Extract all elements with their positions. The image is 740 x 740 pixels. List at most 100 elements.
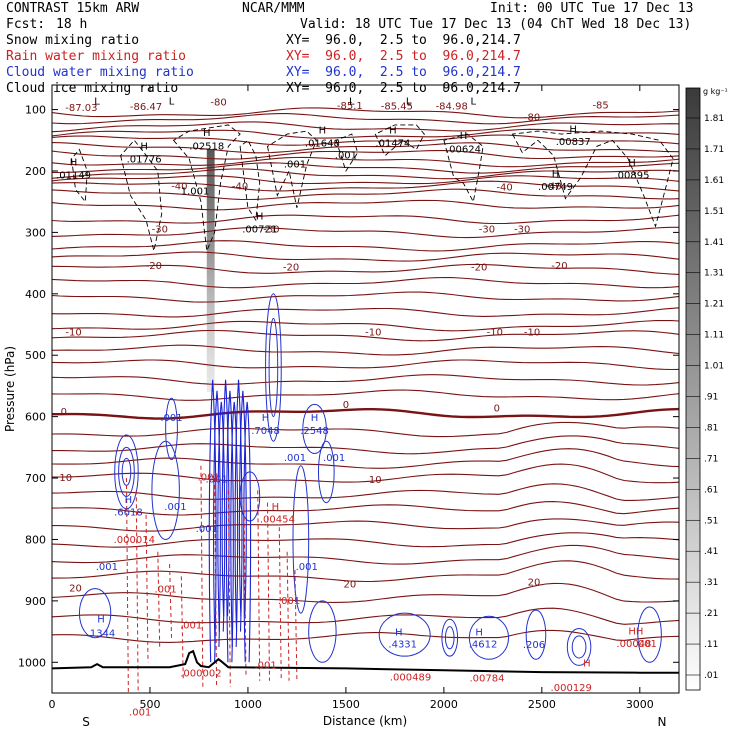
temperature-label: 0 [61,407,67,418]
snow-ice-label: L [470,97,476,108]
rain-contour [286,551,290,681]
cloud-water-contour [566,628,592,666]
temperature-label: -80 [524,113,540,124]
temperature-label: -40 [171,181,187,192]
temperature-label: 10 [369,475,382,486]
temperature-label: -80 [210,97,226,108]
colorbar-tick-label: .81 [704,423,718,433]
forecast-hour: 18 h [56,17,88,32]
cloud-water-contour [265,293,282,442]
temperature-label: -40 [232,181,248,192]
colorbar-tick-label: 1.01 [704,362,724,372]
x-tick-label: 500 [139,698,160,711]
temperature-contour [52,291,679,303]
rain-label: .000002 [180,668,221,679]
temperature-contour [52,175,679,185]
cloud-water-contour [230,401,239,647]
snow-ice-label: L [94,97,100,108]
snow-ice-label: .00721 [242,224,277,235]
cloud-water-label: .001 [284,453,306,464]
snow-ice-label: H [569,124,577,135]
temperature-contour [52,344,679,356]
temperature-contour [52,168,679,180]
temperature-label: -40 [545,181,561,192]
init-time: Init: 00 UTC Tue 17 Dec 13 [490,1,694,16]
y-tick-label: 200 [25,165,46,178]
temperature-label: -30 [263,224,279,235]
snow-contour [443,133,484,204]
cloud-water-contour [238,390,247,617]
cloud-water-contour [165,397,178,461]
colorbar-tick-label: .01 [704,671,718,681]
snow-ice-label: H [319,126,327,137]
colorbar-tick-label: .91 [704,393,718,403]
y-tick-label: 900 [25,595,46,608]
snow-contour [511,130,674,228]
snow-contour [374,124,425,157]
snow-ice-label: H [628,158,636,169]
snow-ice-label: H [460,131,468,142]
temperature-label: -84.98 [436,102,468,113]
colorbar-tick-label: .41 [704,547,718,557]
cloud-water-contour [78,588,112,639]
cloud-water-label: .001 [323,453,345,464]
temperature-contour [52,307,679,318]
x-tick-label: 2000 [430,698,458,711]
legend-snow-xy: XY= 96.0, 2.5 to 96.0,214.7 [286,33,521,48]
x-tick-label: 1000 [234,698,262,711]
cloud-water-label: .001 [160,413,182,424]
snow-contour [239,139,261,222]
rain-contour [227,490,231,687]
colorbar-unit: g kg⁻¹ [703,87,728,96]
rain-contour [145,514,149,663]
cloud-water-label: .2548 [300,426,329,437]
cloud-water-label: H [475,627,483,638]
rain-label: H [583,659,591,670]
colorbar-tick-label: .31 [704,578,718,588]
temperature-label: -10 [487,328,503,339]
org-label: NCAR/MMM [242,1,305,16]
rain-label: .00048 [616,639,651,650]
temperature-contour [52,359,679,371]
rain-label: .001 [278,596,300,607]
temperature-contour [52,113,679,125]
terrain-surface-line [52,649,679,674]
temperature-contour [52,582,679,603]
snow-ice-label: L [349,97,355,108]
rain-label: .001 [635,639,657,650]
cloud-water-contour [213,390,221,647]
colorbar-tick-label: .51 [704,516,718,526]
colorbar-tick-label: 1.21 [704,300,724,310]
legend-cloud-water-label: Cloud water mixing ratio [6,65,194,80]
legend-rain-xy: XY= 96.0, 2.5 to 96.0,214.7 [286,49,521,64]
temperature-contour [52,374,679,386]
temperature-contour [52,226,679,239]
temperature-label: -86.47 [130,102,162,113]
x-tick-label: 3000 [626,698,654,711]
cloud-water-label: .001 [205,474,227,485]
cloud-water-contour [468,615,510,660]
temperature-label: -20 [551,261,567,272]
snow-ice-label: .01776 [127,154,162,165]
cloud-water-contour [441,618,459,657]
snow-ice-label: H [256,211,264,222]
temperature-contour [52,199,679,211]
snow-ice-label: .001 [335,151,357,162]
temperature-label: -87.03 [65,103,97,114]
temperature-contour [52,501,679,516]
x-axis-right-end: N [658,715,667,729]
rain-label: .001 [155,584,177,595]
colorbar-tick-label: .11 [704,640,718,650]
snow-ice-label: .00749 [538,182,573,193]
temperature-contour [52,544,679,565]
cloud-water-contour [268,317,279,418]
temperature-contour [52,251,679,262]
temperature-contour [52,142,679,154]
temperature-contour [52,483,679,501]
snow-ice-label: .00837 [556,137,591,148]
rain-label: .000129 [551,683,592,694]
rain-label: .001 [180,621,202,632]
y-tick-label: 800 [25,533,46,546]
temperature-contour [52,188,679,201]
